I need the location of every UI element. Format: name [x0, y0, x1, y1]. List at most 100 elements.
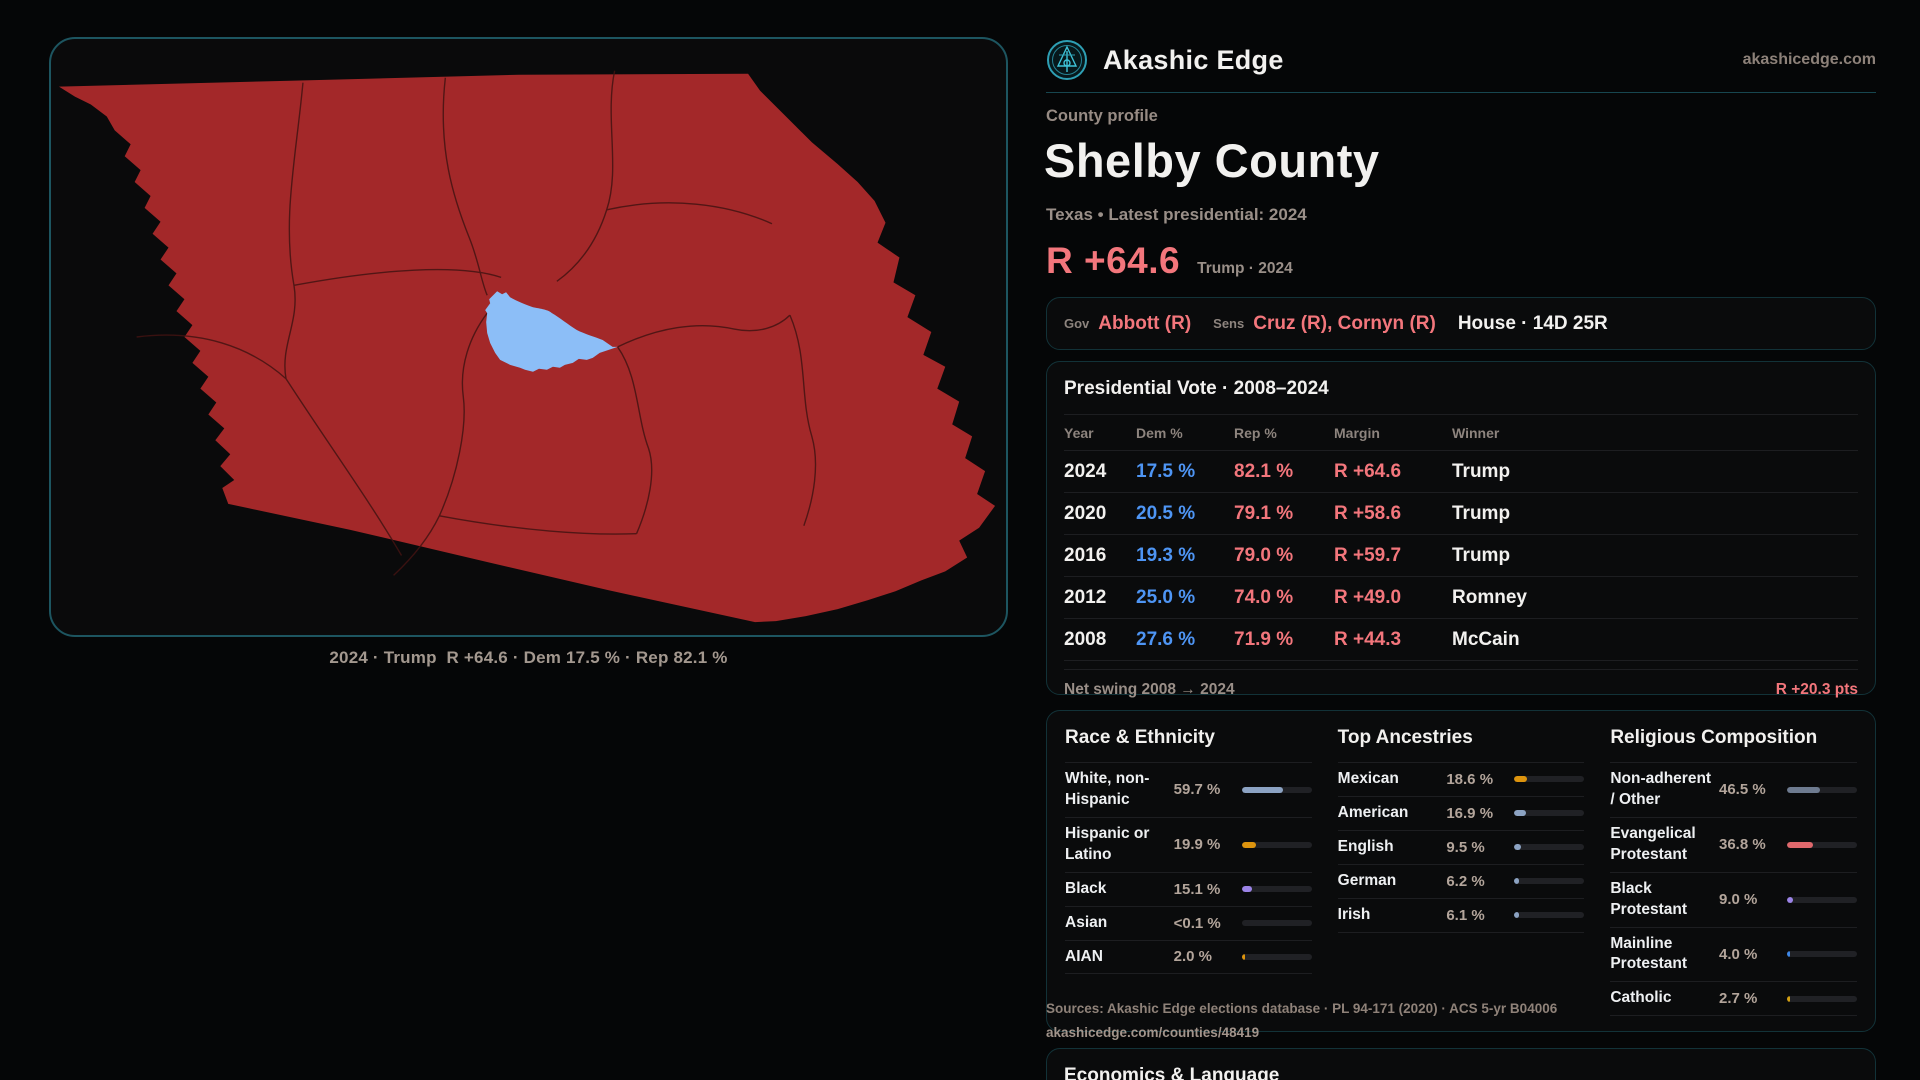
stat-row: AIAN 2.0 % [1065, 941, 1312, 975]
governor-name: Abbott (R) [1098, 312, 1192, 334]
cell-margin: R +58.6 [1334, 502, 1402, 524]
map-selected-county[interactable] [485, 291, 618, 372]
stat-row: English 9.5 % [1337, 831, 1585, 865]
net-swing-value: R +20.3 pts [1775, 681, 1858, 698]
stat-label: Catholic [1610, 989, 1672, 1007]
demo-religion: Religious Composition Non-adherent / Oth… [1610, 727, 1857, 1017]
cell-year: 2012 [1064, 586, 1107, 608]
table-row: 2016 19.3 % 79.0 % R +59.7 Trump [1064, 534, 1858, 576]
economics-section-title: Economics & Language [1064, 1065, 1280, 1080]
stat-bar-fill [1241, 953, 1245, 960]
brand-header: Akashic Edge akashicedge.com [1046, 38, 1876, 82]
stat-label: German [1337, 871, 1397, 889]
stat-bar-track [1514, 878, 1585, 885]
stat-value: 36.8 % [1719, 836, 1766, 854]
margin-note: Trump · 2024 [1197, 260, 1293, 277]
stat-row: American 16.9 % [1337, 797, 1585, 831]
stat-bar-track [1787, 841, 1857, 848]
cell-margin: R +59.7 [1334, 544, 1402, 566]
stat-bar-fill [1787, 951, 1790, 958]
page-title: Shelby County [1044, 134, 1380, 187]
stat-bar-fill [1514, 810, 1527, 817]
stat-row: Black Protestant 9.0 % [1610, 873, 1857, 928]
stat-row: Irish 6.1 % [1337, 899, 1585, 933]
table-row: 2012 25.0 % 74.0 % R +49.0 Romney [1064, 576, 1858, 618]
stat-value: 15.1 % [1173, 880, 1221, 898]
demographics-card: Race & Ethnicity White, non-Hispanic 59.7… [1046, 710, 1876, 1032]
stat-label: Black [1065, 879, 1107, 897]
religion-section-title: Religious Composition [1610, 727, 1857, 763]
stat-label: Evangelical Protestant [1610, 824, 1696, 863]
cell-rep: 82.1 % [1234, 460, 1294, 482]
demo-race: Race & Ethnicity White, non-Hispanic 59.7… [1065, 727, 1312, 1016]
stat-row: Mainline Protestant 4.0 % [1610, 928, 1857, 983]
cell-margin: R +64.6 [1334, 460, 1402, 482]
cell-winner: Romney [1452, 586, 1527, 608]
county-map[interactable] [51, 39, 1006, 635]
house-delegation: House · 14D 25R [1457, 312, 1608, 334]
table-footer-divider [1064, 660, 1858, 670]
stat-bar-fill [1514, 878, 1519, 885]
cell-rep: 71.9 % [1234, 628, 1294, 650]
stat-row: Catholic 2.7 % [1610, 982, 1857, 1017]
stat-value: 9.0 % [1719, 891, 1758, 909]
map-caption: 2024 · Trump R +64.6 · Dem 17.5 % · Rep … [329, 648, 728, 667]
akashic-edge-logo-icon [1047, 40, 1087, 80]
stat-value: 2.0 % [1173, 948, 1213, 966]
cell-winner: McCain [1452, 628, 1520, 650]
brand-domain-link[interactable]: akashicedge.com [1742, 51, 1876, 68]
col-rep: Rep % [1234, 424, 1277, 441]
presidential-vote-title: Presidential Vote · 2008–2024 [1064, 378, 1858, 415]
stat-label: Hispanic or Latino [1065, 824, 1150, 863]
stat-bar-track [1514, 844, 1585, 851]
table-header-row: Year Dem % Rep % Margin Winner [1064, 415, 1858, 450]
stat-bar-fill [1241, 841, 1256, 848]
cell-year: 2024 [1064, 460, 1107, 482]
demo-ancestries: Top Ancestries Mexican 18.6 % American 16.9… [1337, 727, 1585, 1016]
stat-bar-track [1787, 896, 1857, 903]
net-swing-label: Net swing 2008 → 2024 [1064, 681, 1235, 698]
stat-label: Mainline Protestant [1610, 934, 1687, 973]
table-row: 2024 17.5 % 82.1 % R +64.6 Trump [1064, 450, 1858, 492]
cell-winner: Trump [1452, 544, 1511, 566]
stat-value: 6.2 % [1446, 872, 1485, 890]
table-row: 2020 20.5 % 79.1 % R +58.6 Trump [1064, 492, 1858, 534]
officials-card: Gov Abbott (R) Sens Cruz (R), Cornyn (R)… [1046, 297, 1876, 350]
col-margin: Margin [1334, 424, 1380, 441]
margin-value: R +64.6 [1046, 240, 1181, 281]
stat-bar-track [1241, 786, 1312, 793]
cell-winner: Trump [1452, 502, 1511, 524]
stat-row: Black 15.1 % [1065, 873, 1312, 907]
col-year: Year [1064, 424, 1094, 441]
presidential-vote-card: Presidential Vote · 2008–2024 Year Dem %… [1046, 361, 1876, 698]
economics-card: Economics & Language [1046, 1048, 1876, 1080]
cell-rep: 74.0 % [1234, 586, 1294, 608]
cell-dem: 20.5 % [1136, 502, 1196, 524]
sens-label: Sens [1213, 316, 1245, 331]
county-map-panel [49, 37, 1008, 637]
cell-rep: 79.0 % [1234, 544, 1294, 566]
stat-bar-fill [1514, 912, 1519, 919]
stat-bar-track [1787, 995, 1857, 1002]
stat-bar-track [1241, 841, 1312, 848]
stat-bar-fill [1787, 995, 1790, 1002]
col-dem: Dem % [1136, 424, 1183, 441]
stat-row: Non-adherent / Other 46.5 % [1610, 763, 1857, 818]
race-section-title: Race & Ethnicity [1065, 727, 1312, 763]
stat-row: White, non-Hispanic 59.7 % [1065, 763, 1312, 818]
stat-bar-fill [1241, 786, 1284, 793]
stat-value: 9.5 % [1446, 838, 1485, 856]
county-permalink[interactable]: akashicedge.com/counties/48419 [1046, 1025, 1260, 1040]
stat-value: 4.0 % [1719, 945, 1758, 963]
cell-year: 2016 [1064, 544, 1107, 566]
stat-bar-track [1514, 810, 1585, 817]
stat-label: AIAN [1065, 947, 1103, 965]
gov-label: Gov [1064, 316, 1090, 331]
stat-value: 6.1 % [1446, 906, 1485, 924]
stat-value: 46.5 % [1719, 781, 1766, 799]
stat-bar-fill [1514, 776, 1528, 783]
presidential-table-body: 2024 17.5 % 82.1 % R +64.6 Trump 2020 20.5 % 79… [1064, 450, 1858, 660]
col-winner: Winner [1452, 424, 1500, 441]
cell-year: 2008 [1064, 628, 1107, 650]
stat-value: 59.7 % [1173, 781, 1221, 799]
